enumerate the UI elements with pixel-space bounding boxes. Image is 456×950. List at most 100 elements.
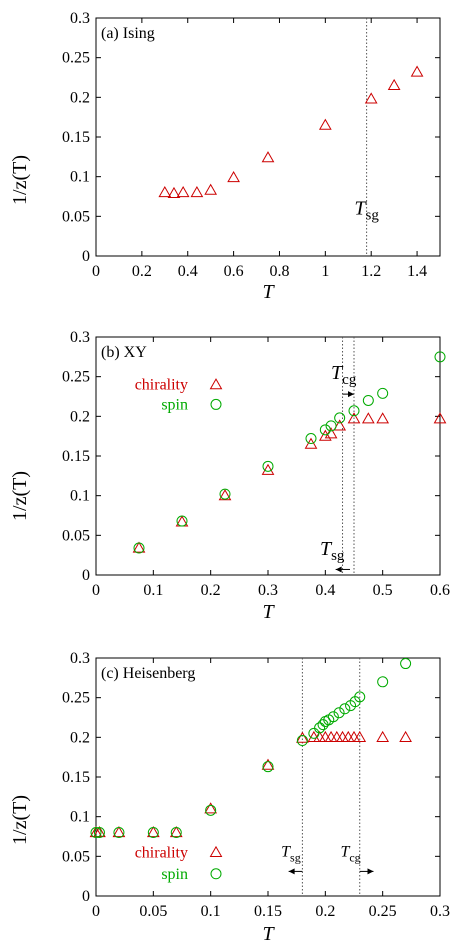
data-point-triangle — [361, 412, 375, 424]
data-point-circle — [262, 761, 274, 773]
y-tick-label: 0 — [82, 248, 90, 265]
annotation-main: T — [354, 198, 367, 220]
data-point-triangle — [353, 730, 367, 742]
legend-label-chirality: chirality — [135, 377, 188, 394]
annotation-arrow-head — [367, 868, 374, 875]
panel-title: (b) XY — [101, 344, 147, 361]
annotation-sub: sg — [290, 850, 301, 864]
annotation-sub: sg — [366, 208, 380, 224]
x-tick-label: 1.4 — [407, 263, 427, 280]
legend-label-chirality: chirality — [135, 844, 188, 861]
x-tick-label: 0.5 — [373, 582, 393, 599]
annotation-sub: cg — [349, 850, 360, 864]
data-point-triangle — [376, 412, 390, 424]
data-point-triangle — [347, 412, 361, 424]
y-axis-label: 1/z(T) — [9, 471, 31, 521]
data-point-triangle — [296, 731, 309, 743]
data-point-triangle — [387, 78, 401, 91]
series-chirality — [89, 730, 412, 838]
y-tick-label: 0.1 — [70, 169, 90, 186]
y-tick-label: 0.1 — [70, 488, 90, 505]
data-point-triangle — [304, 437, 318, 449]
data-point-circle — [170, 827, 182, 839]
data-point-circle — [327, 711, 339, 723]
annotation-sub: cg — [342, 372, 357, 388]
x-tick-label: 0.1 — [201, 903, 221, 920]
data-point-circle — [305, 433, 317, 445]
x-tick-label: 0.2 — [201, 582, 221, 599]
data-point-triangle — [336, 730, 349, 742]
data-point-circle — [339, 703, 351, 715]
chart-panel-2: 0 0.05 0.1 0.15 0.2 0.25 0.3 0 0.05 0.1 0.15 0.2 0.2… — [9, 650, 450, 945]
legend-label-spin: spin — [161, 396, 188, 413]
temperature-annotation: Tsg — [354, 198, 379, 224]
x-axis-label: T — [262, 923, 275, 945]
temperature-annotation: Tcg — [331, 362, 357, 388]
x-tick-label: 0.8 — [269, 263, 289, 280]
x-tick-label: 0.25 — [369, 903, 397, 920]
x-tick-label: 0.4 — [315, 582, 335, 599]
data-point-triangle — [376, 730, 390, 742]
y-tick-label: 0.25 — [62, 369, 90, 386]
data-point-triangle — [112, 826, 126, 838]
x-tick-label: 1 — [321, 263, 329, 280]
y-tick-label: 0.15 — [62, 448, 90, 465]
data-point-circle — [176, 515, 188, 527]
data-point-triangle — [347, 730, 361, 742]
plot-frame — [95, 17, 441, 257]
x-tick-label: 0.05 — [139, 903, 167, 920]
data-point-circle — [333, 707, 345, 719]
y-tick-label: 0.3 — [70, 650, 90, 667]
x-tick-label: 0.6 — [224, 263, 244, 280]
panel-title: (a) Ising — [101, 25, 155, 42]
data-point-triangle — [204, 183, 218, 195]
temperature-annotation: Tsg — [281, 843, 301, 864]
data-point-circle — [334, 412, 346, 424]
data-point-circle — [133, 542, 145, 554]
data-point-circle — [319, 424, 331, 436]
plot-frame — [95, 336, 441, 576]
data-point-triangle — [169, 826, 183, 838]
x-tick-label: 0.4 — [178, 263, 198, 280]
x-tick-label: 0.3 — [430, 903, 450, 920]
x-tick-label: 0.3 — [258, 582, 278, 599]
data-point-triangle — [364, 92, 378, 104]
data-point-triangle — [410, 65, 424, 77]
data-point-triangle — [318, 429, 332, 441]
x-tick-label: 0.6 — [430, 582, 450, 599]
y-axis-label: 1/z(T) — [9, 795, 31, 845]
y-tick-label: 0.2 — [70, 408, 90, 425]
data-point-triangle — [399, 730, 412, 742]
series-data — [158, 65, 424, 198]
y-tick-label: 0.3 — [70, 10, 90, 27]
data-point-circle — [219, 488, 231, 500]
data-point-circle — [348, 405, 360, 417]
annotation-arrow-head — [288, 868, 295, 875]
data-point-circle — [147, 827, 159, 839]
data-point-circle — [262, 460, 274, 472]
y-tick-label: 0.05 — [62, 527, 90, 544]
data-point-triangle — [318, 118, 332, 130]
data-point-circle — [354, 691, 366, 703]
x-tick-label: 1.2 — [361, 263, 381, 280]
data-point-circle — [90, 827, 102, 839]
annotation-arrow-head — [335, 566, 342, 573]
data-point-circle — [434, 351, 446, 363]
legend-marker-circle — [210, 398, 222, 410]
data-point-triangle — [146, 826, 160, 838]
data-point-triangle — [333, 419, 347, 431]
y-tick-label: 0.15 — [62, 129, 90, 146]
x-tick-label: 0 — [92, 903, 100, 920]
x-tick-label: 0.2 — [315, 903, 335, 920]
y-tick-label: 0.3 — [70, 329, 90, 346]
legend: chirality spin — [135, 844, 223, 883]
annotation-sub: sg — [331, 548, 345, 564]
data-point-triangle — [132, 541, 146, 553]
data-point-circle — [377, 387, 389, 399]
x-tick-label: 0 — [92, 263, 100, 280]
data-point-triangle — [227, 170, 240, 183]
data-point-circle — [113, 827, 125, 839]
y-tick-label: 0.15 — [62, 769, 90, 786]
panel-title: (c) Heisenberg — [101, 665, 195, 682]
